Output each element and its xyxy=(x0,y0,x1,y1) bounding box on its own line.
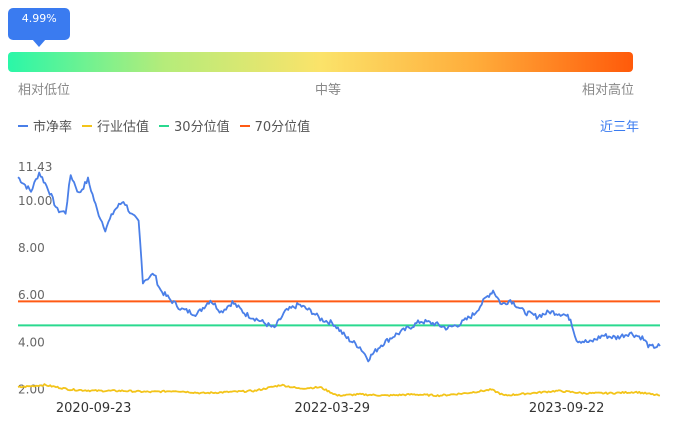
y-tick-label: 4.00 xyxy=(18,335,45,349)
industry-swatch-icon xyxy=(82,124,93,127)
legend-label-industry: 行业估值 xyxy=(97,120,150,135)
legend-item-p30[interactable]: 30分位值 xyxy=(159,116,230,135)
y-tick-label: 10.00 xyxy=(18,194,52,208)
series-line xyxy=(17,171,661,363)
legend-item-industry[interactable]: 行业估值 xyxy=(82,116,149,135)
high-position-label: 相对高位 xyxy=(582,83,635,98)
x-tick-label: 2020-09-23 xyxy=(56,401,132,416)
low-position-label: 相对低位 xyxy=(18,83,71,98)
pb-swatch-icon xyxy=(18,124,28,127)
percentile-gradient-bar xyxy=(8,52,633,72)
y-tick-label: 11.43 xyxy=(18,160,52,174)
series-line xyxy=(17,383,661,398)
percentile-tooltip: 4.99% xyxy=(8,8,71,47)
y-tick-label: 6.00 xyxy=(18,288,45,302)
x-tick-label: 2022-03-29 xyxy=(295,401,371,416)
legend-item-pb[interactable]: 市净率 xyxy=(18,116,72,135)
y-tick-label: 8.00 xyxy=(18,241,45,255)
p30-swatch-icon xyxy=(159,124,170,127)
range-selector-button[interactable]: 近三年 xyxy=(600,120,640,135)
mid-position-label: 中等 xyxy=(315,83,342,98)
legend-label-p30: 30分位值 xyxy=(174,120,230,135)
legend-item-p70[interactable]: 70分位值 xyxy=(239,116,311,135)
percentile-value: 4.99% xyxy=(21,12,57,25)
x-tick-label: 2023-09-22 xyxy=(529,401,605,416)
p70-swatch-icon xyxy=(239,124,250,127)
chart-legend: 市净率 行业估值 30分位值 70分位值 xyxy=(18,116,320,135)
legend-label-p70: 70分位值 xyxy=(254,120,311,135)
legend-label-pb: 市净率 xyxy=(33,120,73,135)
